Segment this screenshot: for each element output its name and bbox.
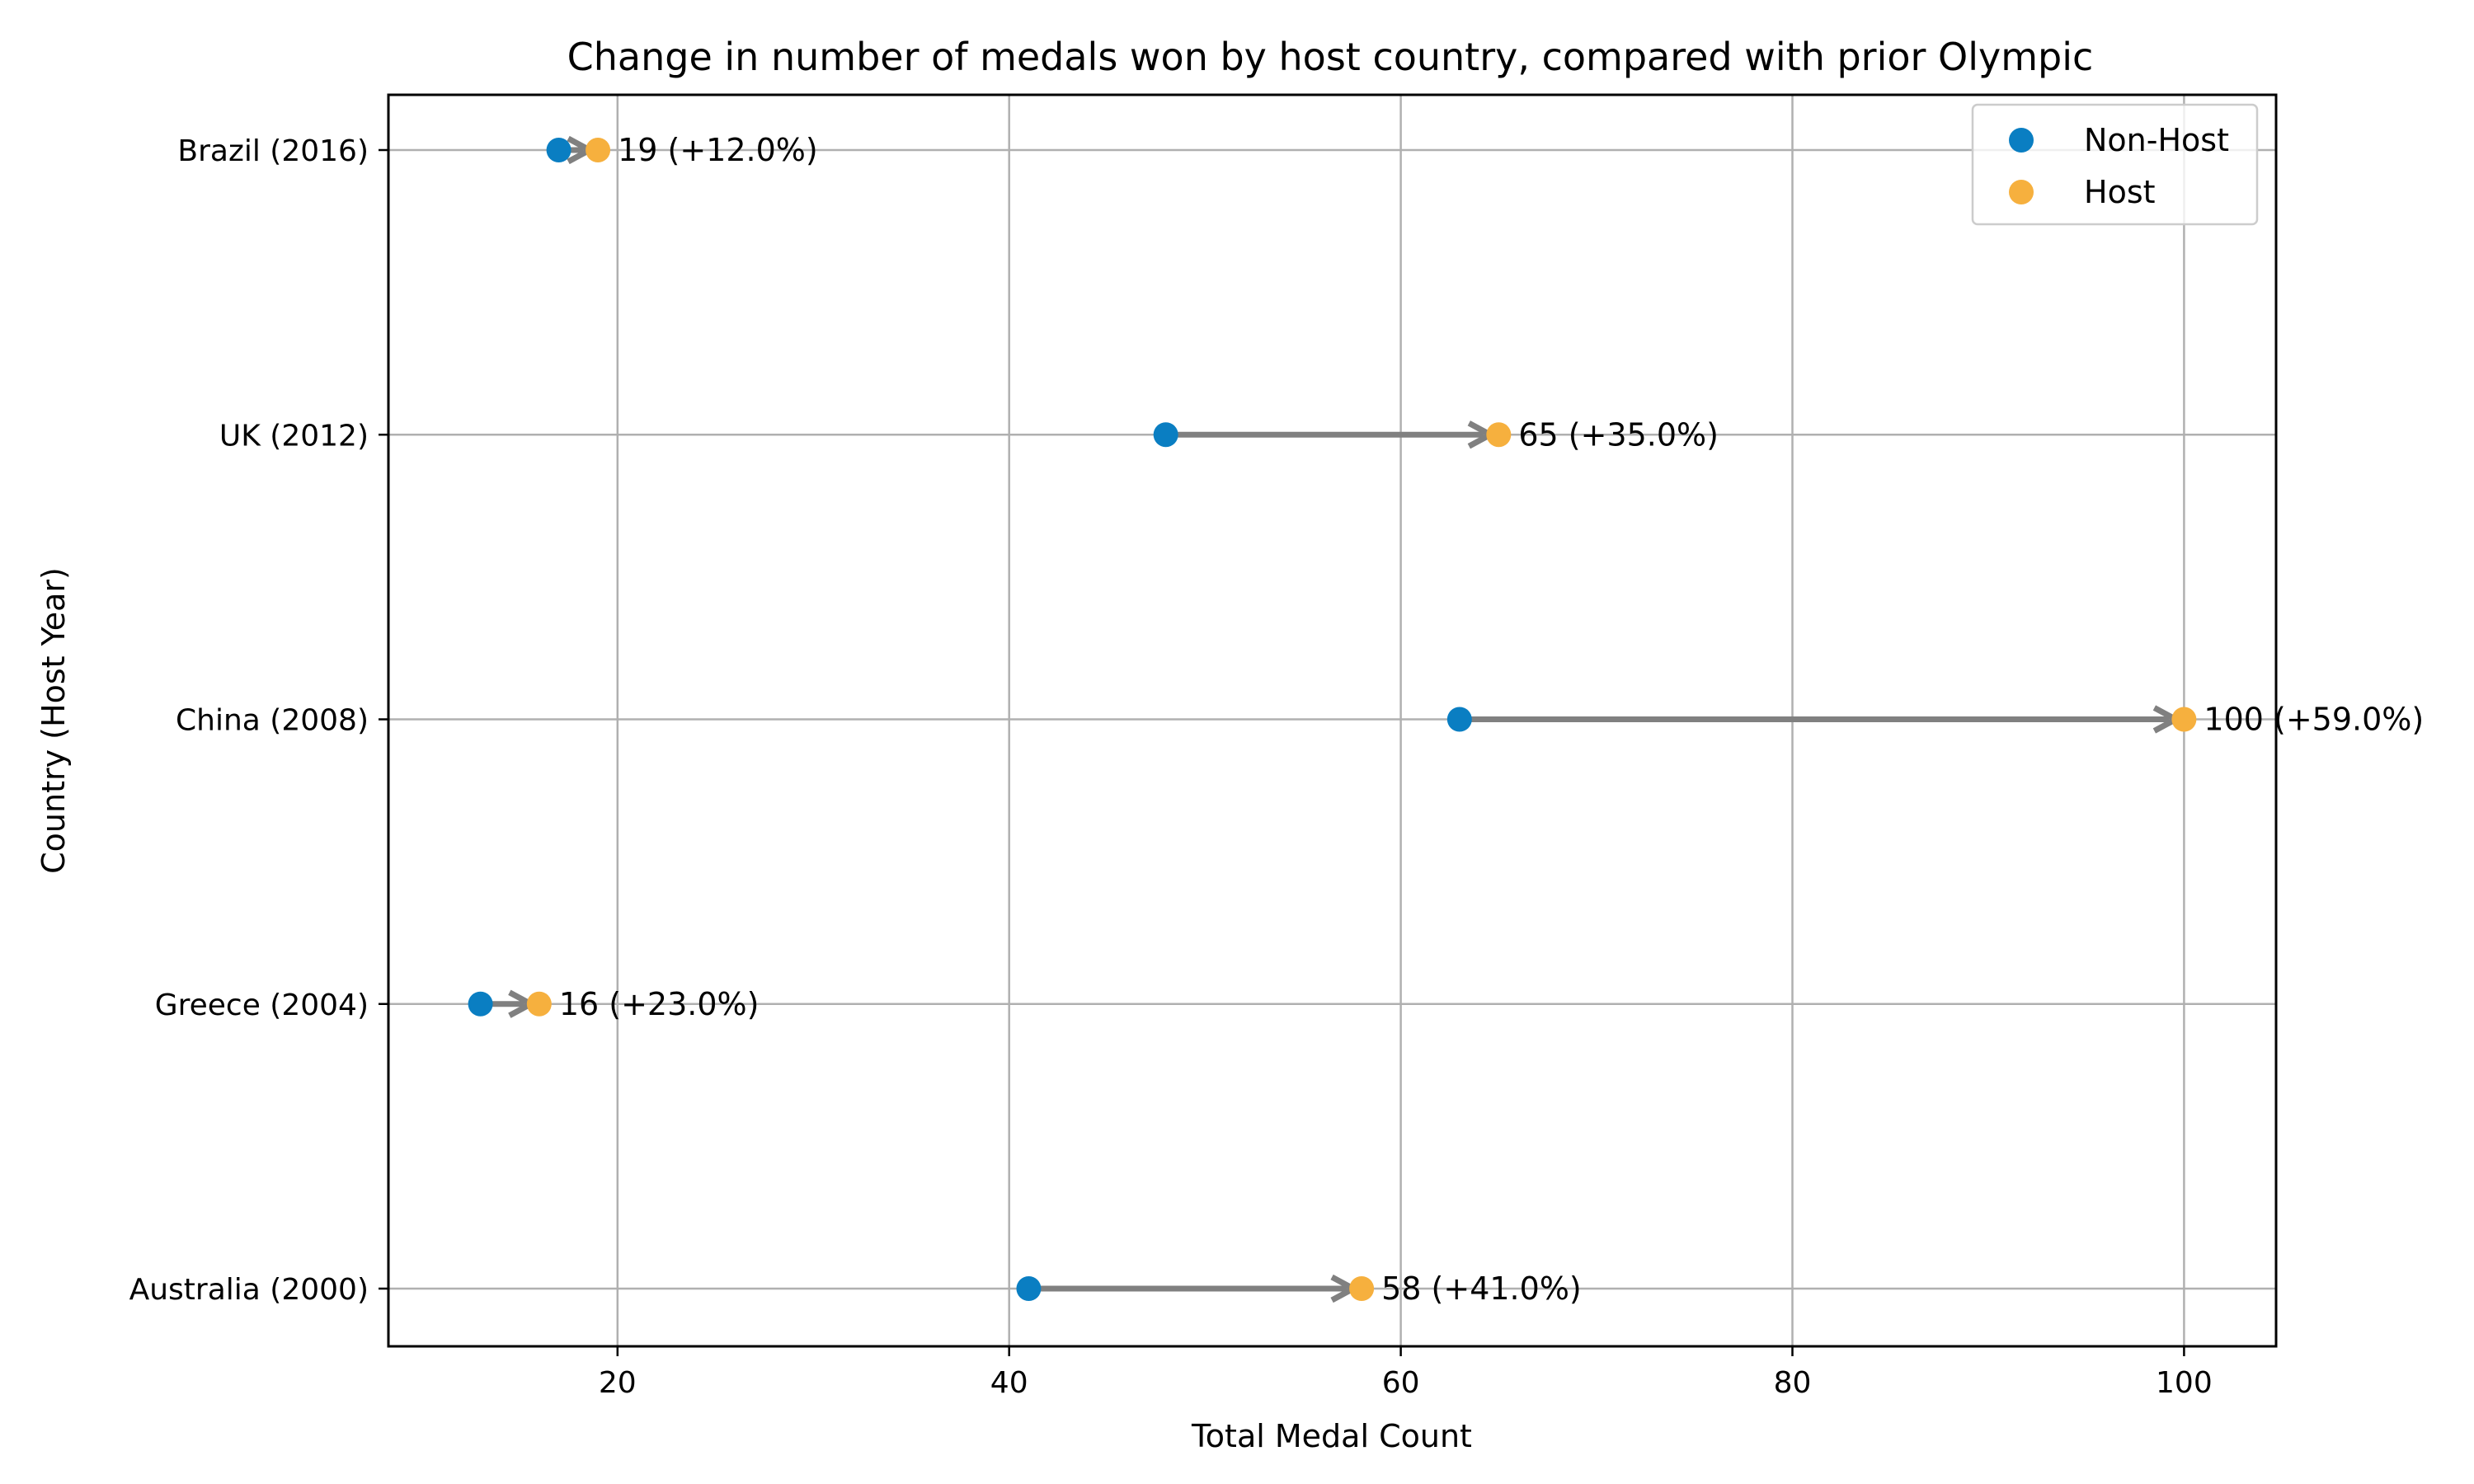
legend-marker-host — [2009, 180, 2034, 204]
chart-title: Change in number of medals won by host c… — [567, 35, 2094, 79]
legend: Non-Host Host — [1971, 103, 2259, 226]
point-non-host-greece-2004 — [468, 991, 493, 1017]
plot-frame — [387, 93, 2278, 1348]
legend-label-non-host: Non-Host — [2084, 122, 2229, 158]
legend-label-host: Host — [2084, 174, 2156, 210]
x-tick-label: 20 — [599, 1366, 637, 1400]
point-host-greece-2004 — [526, 991, 552, 1017]
data-label-brazil-2016: 19 (+12.0%) — [618, 132, 818, 168]
point-non-host-china-2008 — [1446, 707, 1472, 732]
data-label-china-2008: 100 (+59.0%) — [2204, 702, 2424, 738]
point-non-host-brazil-2016 — [546, 138, 571, 162]
data-label-uk-2012: 65 (+35.0%) — [1518, 416, 1719, 453]
point-host-china-2008 — [2171, 707, 2197, 732]
point-host-brazil-2016 — [586, 138, 611, 162]
x-tick-label: 60 — [1382, 1366, 1420, 1400]
x-tick-label: 40 — [990, 1366, 1028, 1400]
x-tick-label: 100 — [2156, 1366, 2213, 1400]
x-tick-label: 80 — [1774, 1366, 1812, 1400]
point-non-host-uk-2012 — [1153, 422, 1178, 448]
y-tick-label-uk-2012: UK (2012) — [219, 419, 369, 453]
x-axis-label: Total Medal Count — [1191, 1418, 1472, 1454]
point-non-host-australia-2000 — [1016, 1276, 1042, 1301]
data-label-australia-2000: 58 (+41.0%) — [1381, 1270, 1582, 1307]
label-layer: 58 (+41.0%) 16 (+23.0%) 100 (+59.0%) 65 (+3… — [559, 132, 2424, 1307]
point-layer — [468, 138, 2197, 1301]
legend-marker-non-host — [2009, 128, 2034, 153]
y-tick-label-greece-2004: Greece (2004) — [155, 989, 369, 1022]
y-tick-label-brazil-2016: Brazil (2016) — [177, 134, 369, 168]
point-host-uk-2012 — [1486, 422, 1512, 448]
data-label-greece-2004: 16 (+23.0%) — [559, 986, 760, 1022]
point-host-australia-2000 — [1349, 1276, 1375, 1301]
y-tick-label-australia-2000: Australia (2000) — [129, 1273, 369, 1307]
legend-box — [1971, 103, 2259, 226]
tick-layer: 20 40 60 80 100 Australia (2000) Greece (2004)… — [129, 134, 2213, 1400]
y-tick-label-china-2008: China (2008) — [176, 704, 369, 738]
y-axis-label: Country (Host Year) — [35, 567, 72, 874]
